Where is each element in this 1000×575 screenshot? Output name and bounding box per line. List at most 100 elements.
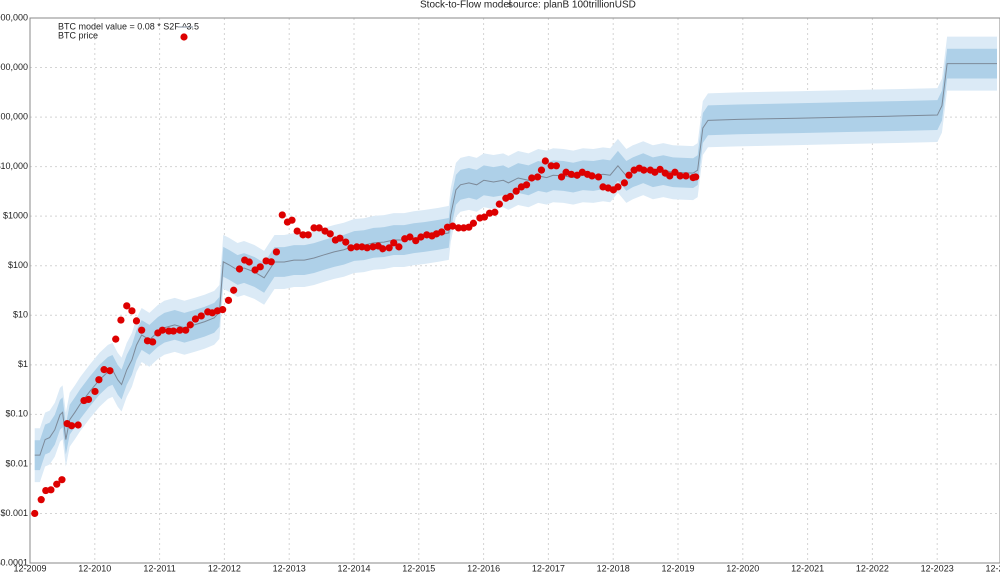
- price-point: [676, 172, 684, 180]
- price-point: [100, 366, 108, 374]
- price-point: [614, 183, 622, 191]
- price-point: [342, 238, 350, 246]
- y-tick-label: $10,000: [0, 161, 28, 171]
- x-tick-label: 12-2012: [208, 563, 241, 573]
- y-tick-label: $100,000: [0, 111, 28, 121]
- price-point: [547, 162, 555, 170]
- price-point: [251, 266, 259, 274]
- price-point: [347, 244, 355, 252]
- y-tick-label: $1: [18, 359, 28, 369]
- price-point: [506, 192, 514, 201]
- price-point: [47, 486, 55, 494]
- price-point: [406, 233, 414, 241]
- price-point: [117, 316, 125, 324]
- price-point: [128, 307, 136, 315]
- price-point: [37, 496, 45, 504]
- x-tick-label: 12-2020: [726, 563, 759, 573]
- price-point: [449, 222, 457, 230]
- chart-title: Stock-to-Flow model: [420, 0, 511, 11]
- price-point: [224, 296, 233, 304]
- price-point: [385, 244, 393, 252]
- y-tick-label: $10,000,000: [0, 12, 28, 22]
- price-point: [304, 231, 312, 239]
- price-point: [288, 216, 296, 224]
- price-point: [267, 258, 275, 266]
- price-point: [533, 173, 542, 181]
- legend-label: BTC model value = 0.08 * S2F ^3.5: [58, 21, 199, 31]
- price-point: [123, 302, 131, 310]
- price-point: [53, 480, 61, 488]
- price-point: [666, 172, 674, 180]
- price-point: [336, 234, 344, 242]
- price-point: [512, 187, 520, 195]
- x-tick-label: 12-2023: [921, 563, 954, 573]
- price-point: [74, 421, 82, 429]
- price-point: [186, 321, 194, 329]
- price-point: [656, 165, 664, 173]
- price-point: [149, 338, 157, 346]
- y-tick-label: $0.0001: [0, 557, 28, 567]
- price-point: [182, 326, 190, 334]
- y-tick-label: $1000: [3, 211, 28, 221]
- price-point: [326, 230, 334, 238]
- price-point: [299, 231, 307, 239]
- price-point: [176, 326, 184, 334]
- x-tick-label: 12-2009: [13, 563, 46, 573]
- legend-label: BTC price: [58, 30, 98, 40]
- model-band: [34, 48, 998, 471]
- price-point: [138, 326, 146, 334]
- price-point: [682, 172, 690, 180]
- plot-frame: [29, 17, 1000, 564]
- price-point: [557, 173, 566, 181]
- x-tick-label: 12-2011: [143, 563, 175, 573]
- price-point: [353, 243, 361, 251]
- x-tick-label: 12-2016: [467, 563, 500, 573]
- y-tick-label: $100: [8, 260, 28, 270]
- price-point: [256, 263, 264, 271]
- price-point: [363, 244, 371, 252]
- price-point: [169, 327, 178, 335]
- x-tick-label: 12-2022: [856, 563, 889, 573]
- price-point: [106, 367, 114, 375]
- price-point: [310, 224, 318, 232]
- price-point: [197, 312, 205, 320]
- price-point: [58, 476, 66, 484]
- x-tick-label: 12-2015: [402, 563, 435, 573]
- price-point: [541, 157, 549, 165]
- price-point: [293, 227, 301, 235]
- x-tick-label: 12-2013: [273, 563, 306, 573]
- y-tick-label: $0.001: [0, 508, 28, 518]
- price-point: [315, 224, 323, 232]
- price-point: [219, 306, 227, 314]
- y-tick-label: $1,000,000: [0, 62, 28, 72]
- price-point: [412, 237, 420, 245]
- price-point: [692, 173, 700, 181]
- price-point: [537, 166, 546, 174]
- price-point: [395, 243, 403, 251]
- y-tick-label: $0.01: [5, 458, 28, 468]
- chart-subtitle: source: planB 100trillionUSD: [508, 0, 636, 11]
- price-point: [594, 173, 603, 181]
- x-tick-label: 12-2024: [985, 563, 1000, 573]
- price-point: [31, 509, 39, 518]
- price-point: [278, 211, 286, 219]
- price-point: [671, 168, 679, 176]
- x-tick-label: 12-2021: [791, 563, 824, 573]
- price-point: [68, 422, 76, 430]
- price-point: [438, 228, 446, 236]
- y-tick-label: $0.10: [5, 409, 28, 419]
- price-point: [379, 245, 387, 253]
- x-tick-label: 12-2019: [661, 563, 694, 573]
- price-point: [112, 335, 120, 343]
- x-tick-label: 12-2010: [78, 563, 111, 573]
- price-point: [235, 265, 244, 273]
- price-point: [84, 395, 93, 404]
- price-point: [495, 200, 503, 208]
- price-point: [454, 224, 463, 232]
- price-point: [552, 162, 560, 170]
- price-point: [469, 219, 478, 227]
- plot-area: [31, 36, 998, 518]
- price-point: [390, 239, 398, 247]
- price-point: [272, 248, 281, 256]
